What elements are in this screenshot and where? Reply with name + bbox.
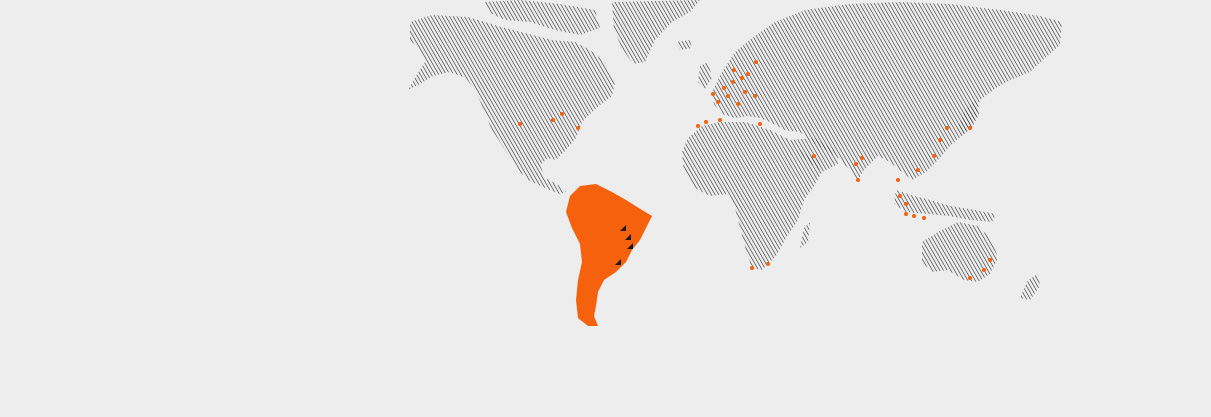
location-dot xyxy=(731,80,735,84)
location-dot xyxy=(916,168,920,172)
location-dot xyxy=(896,178,900,182)
office-marker-2[interactable] xyxy=(625,234,631,240)
land-uk xyxy=(698,62,712,90)
location-dot xyxy=(736,102,740,106)
land-greenland xyxy=(612,0,700,64)
location-dot xyxy=(854,162,858,166)
location-dot xyxy=(898,194,902,198)
location-dot xyxy=(753,94,757,98)
location-dot xyxy=(750,266,754,270)
location-dot xyxy=(722,86,726,90)
land-north-america xyxy=(408,15,615,194)
highlighted-region-south-america[interactable] xyxy=(566,184,652,326)
location-dot xyxy=(718,118,722,122)
location-dot xyxy=(904,202,908,206)
location-dot xyxy=(938,138,942,142)
location-dots xyxy=(518,60,992,280)
land-iceland xyxy=(676,40,692,50)
location-dot xyxy=(740,76,744,80)
location-dot xyxy=(743,90,747,94)
location-markers xyxy=(615,225,633,265)
location-dot xyxy=(518,122,522,126)
location-dot xyxy=(754,60,758,64)
land-sea-islands xyxy=(894,190,996,222)
location-dot xyxy=(560,112,564,116)
office-marker-3[interactable] xyxy=(627,243,633,249)
land-new-zealand xyxy=(1020,274,1040,300)
location-dot xyxy=(922,216,926,220)
location-dot xyxy=(945,126,949,130)
location-dot xyxy=(968,276,972,280)
location-dot xyxy=(904,212,908,216)
location-dot xyxy=(912,214,916,218)
land-madagascar xyxy=(800,222,810,248)
office-marker-1[interactable] xyxy=(620,225,626,231)
location-dot xyxy=(732,68,736,72)
land-australia xyxy=(922,222,998,282)
land-eurasia xyxy=(712,2,1062,180)
land-arctic-islands xyxy=(485,0,600,35)
location-dot xyxy=(766,262,770,266)
location-dot xyxy=(856,178,860,182)
land-japan xyxy=(958,100,980,136)
location-dot xyxy=(758,122,762,126)
office-marker-4[interactable] xyxy=(615,259,621,265)
location-dot xyxy=(716,100,720,104)
location-dot xyxy=(932,154,936,158)
location-dot xyxy=(696,124,700,128)
land-africa xyxy=(682,122,822,270)
location-dot xyxy=(576,126,580,130)
location-dot xyxy=(704,120,708,124)
location-dot xyxy=(551,118,555,122)
location-dot xyxy=(812,154,816,158)
location-dot xyxy=(726,94,730,98)
location-dot xyxy=(746,72,750,76)
location-dot xyxy=(711,92,715,96)
location-dot xyxy=(860,156,864,160)
location-dot xyxy=(982,268,986,272)
location-dot xyxy=(968,126,972,130)
location-dot xyxy=(988,258,992,262)
